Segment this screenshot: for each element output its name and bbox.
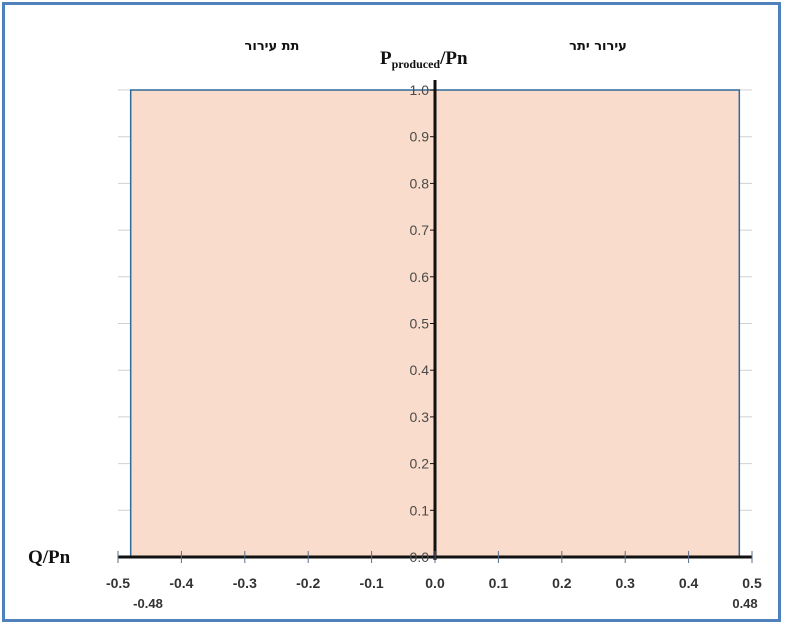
y-axis-title-suffix: /Pn <box>439 48 468 69</box>
x-tick-label: -0.4 <box>169 575 193 591</box>
x-tick-label: -0.3 <box>233 575 257 591</box>
y-tick-label: 0.2 <box>410 456 430 472</box>
x-tick-label: 0.2 <box>552 575 572 591</box>
x-axis-title: Q/Pn <box>28 547 71 568</box>
y-tick-label: 0.3 <box>410 409 430 425</box>
x-tick-label: 0.3 <box>615 575 635 591</box>
y-tick-label: 0.1 <box>410 502 430 518</box>
x-tick-label: -0.5 <box>106 575 130 591</box>
region-label-right: עירור יתר <box>569 39 627 54</box>
y-tick-label: 0.9 <box>410 129 430 145</box>
x-tick-label: 0.0 <box>425 575 445 591</box>
y-axis-title: Pproduced/Pn <box>380 48 468 71</box>
limit-label-left: -0.48 <box>133 596 163 611</box>
x-tick-label: 0.4 <box>679 575 699 591</box>
y-tick-label: 0.8 <box>410 175 430 191</box>
y-tick-label: 0.4 <box>410 362 430 378</box>
y-tick-label: 0.0 <box>410 549 430 565</box>
limit-label-right: 0.48 <box>732 596 757 611</box>
y-tick-label: 0.6 <box>410 269 430 285</box>
y-axis-title-subscript: produced <box>392 57 441 71</box>
x-tick-label: 0.1 <box>489 575 509 591</box>
y-tick-label: 0.7 <box>410 222 430 238</box>
x-tick-labels: -0.5 -0.4 -0.3 -0.2 -0.1 0.0 0.1 0.2 0.3 0.4 0.5 <box>106 575 762 591</box>
y-tick-label: 1.0 <box>410 82 430 98</box>
x-tick-label: -0.1 <box>360 575 384 591</box>
y-tick-labels: 0.0 0.1 0.2 0.3 0.4 0.5 0.6 0.7 0.8 0.9 1.0 <box>410 82 430 565</box>
x-tick-label: 0.5 <box>742 575 762 591</box>
region-label-left: תת עירור <box>245 39 300 54</box>
axes <box>117 80 753 563</box>
y-axis-title-main: P <box>380 48 392 69</box>
x-tick-label: -0.2 <box>296 575 320 591</box>
y-tick-label: 0.5 <box>410 316 430 332</box>
